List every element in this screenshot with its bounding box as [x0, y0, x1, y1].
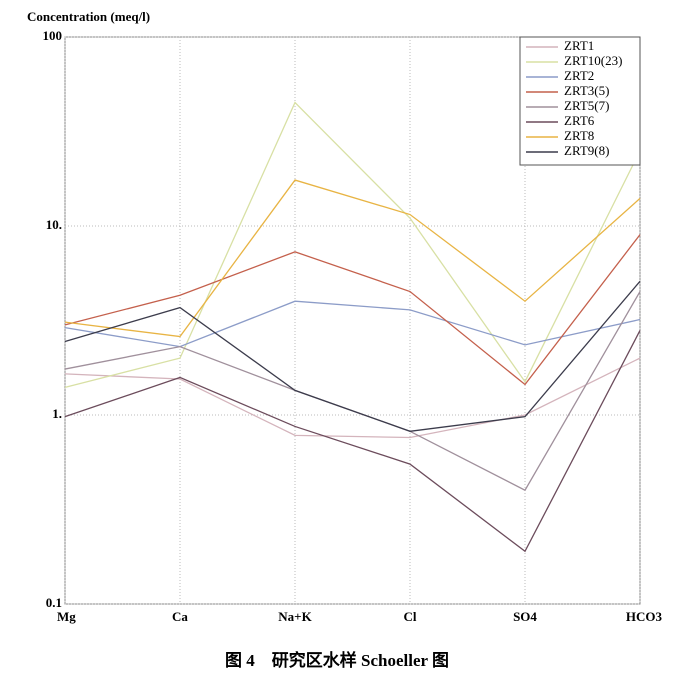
x-tick-label: SO4: [513, 609, 537, 624]
series-line: [64, 179, 641, 338]
y-tick-label: 100: [43, 28, 63, 43]
legend-label: ZRT8: [564, 128, 594, 143]
legend-label: ZRT5(7): [564, 98, 609, 113]
legend-label: ZRT6: [564, 113, 595, 128]
series-line: [64, 330, 641, 553]
legend-label: ZRT2: [564, 68, 594, 83]
x-tick-label: Cl: [404, 609, 417, 624]
plot-frame: [64, 36, 641, 605]
series-line: [64, 300, 641, 348]
y-tick-label: 1.: [52, 406, 62, 421]
y-axis-label: Concentration (meq/l): [27, 9, 150, 24]
y-tick-label: 0.1: [46, 595, 62, 610]
caption: 图 4 研究区水样 Schoeller 图: [225, 650, 449, 670]
x-tick-label: Mg: [57, 609, 76, 624]
legend-label: ZRT3(5): [564, 83, 609, 98]
legend-label: ZRT9(8): [564, 143, 609, 158]
series-line: [64, 234, 641, 386]
x-tick-label: HCO3: [626, 609, 663, 624]
x-tick-label: Ca: [172, 609, 188, 624]
series-line: [64, 101, 641, 389]
legend-label: ZRT10(23): [564, 53, 622, 68]
legend-box: [519, 36, 641, 166]
legend-label: ZRT1: [564, 38, 594, 53]
series-line: [64, 357, 641, 439]
series-line: [64, 291, 641, 492]
y-tick-label: 10.: [46, 217, 62, 232]
x-tick-label: Na+K: [278, 609, 312, 624]
series-line: [64, 280, 641, 432]
